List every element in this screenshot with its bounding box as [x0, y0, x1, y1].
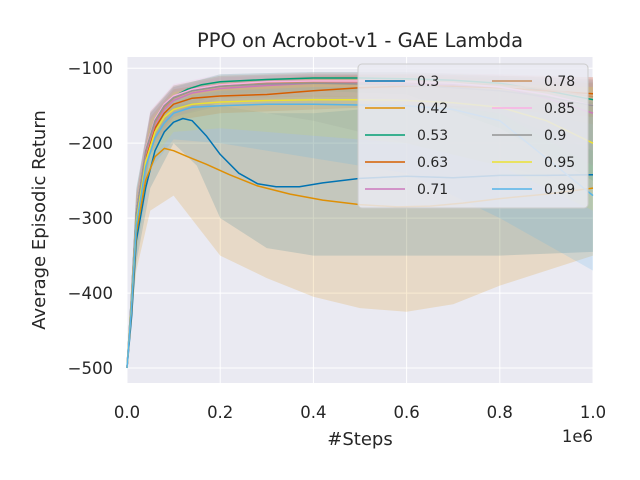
legend-label-0-9: 0.9 [544, 128, 566, 144]
x-tick-label: 1.0 [580, 403, 606, 422]
x-axis-label: #Steps [327, 429, 392, 450]
legend-label-0-95: 0.95 [544, 155, 575, 171]
x-tick-labels: 0.0 0.2 0.4 0.6 0.8 1.0 [114, 403, 606, 422]
x-tick-label: 0.8 [487, 403, 513, 422]
y-tick-label: −100 [68, 59, 113, 78]
legend-label-0-63: 0.63 [417, 155, 448, 171]
legend-label-0-3: 0.3 [417, 74, 439, 90]
legend-label-0-42: 0.42 [417, 101, 448, 117]
y-tick-label: −400 [68, 284, 113, 303]
legend-label-0-71: 0.71 [417, 182, 448, 198]
x-tick-label: 0.2 [207, 403, 233, 422]
y-tick-label: −200 [68, 134, 113, 153]
legend-label-0-85: 0.85 [544, 101, 575, 117]
legend-label-0-78: 0.78 [544, 74, 575, 90]
legend-label-0-99: 0.99 [544, 182, 575, 198]
x-tick-label: 0.0 [114, 403, 140, 422]
chart-title: PPO on Acrobot-v1 - GAE Lambda [197, 29, 523, 52]
y-tick-label: −300 [68, 209, 113, 228]
x-tick-label: 0.6 [393, 403, 419, 422]
y-tick-labels: −500 −400 −300 −200 −100 [68, 59, 113, 378]
x-tick-label: 0.4 [300, 403, 326, 422]
legend-label-0-53: 0.53 [417, 128, 448, 144]
legend-box [357, 63, 589, 209]
y-axis-label: Average Episodic Return [29, 110, 50, 330]
x-offset-label: 1e6 [562, 427, 593, 446]
legend: 0.3 0.42 0.53 0.63 0.71 0.78 0.85 0.9 0.95 0.99 [357, 63, 589, 209]
y-tick-label: −500 [68, 359, 113, 378]
